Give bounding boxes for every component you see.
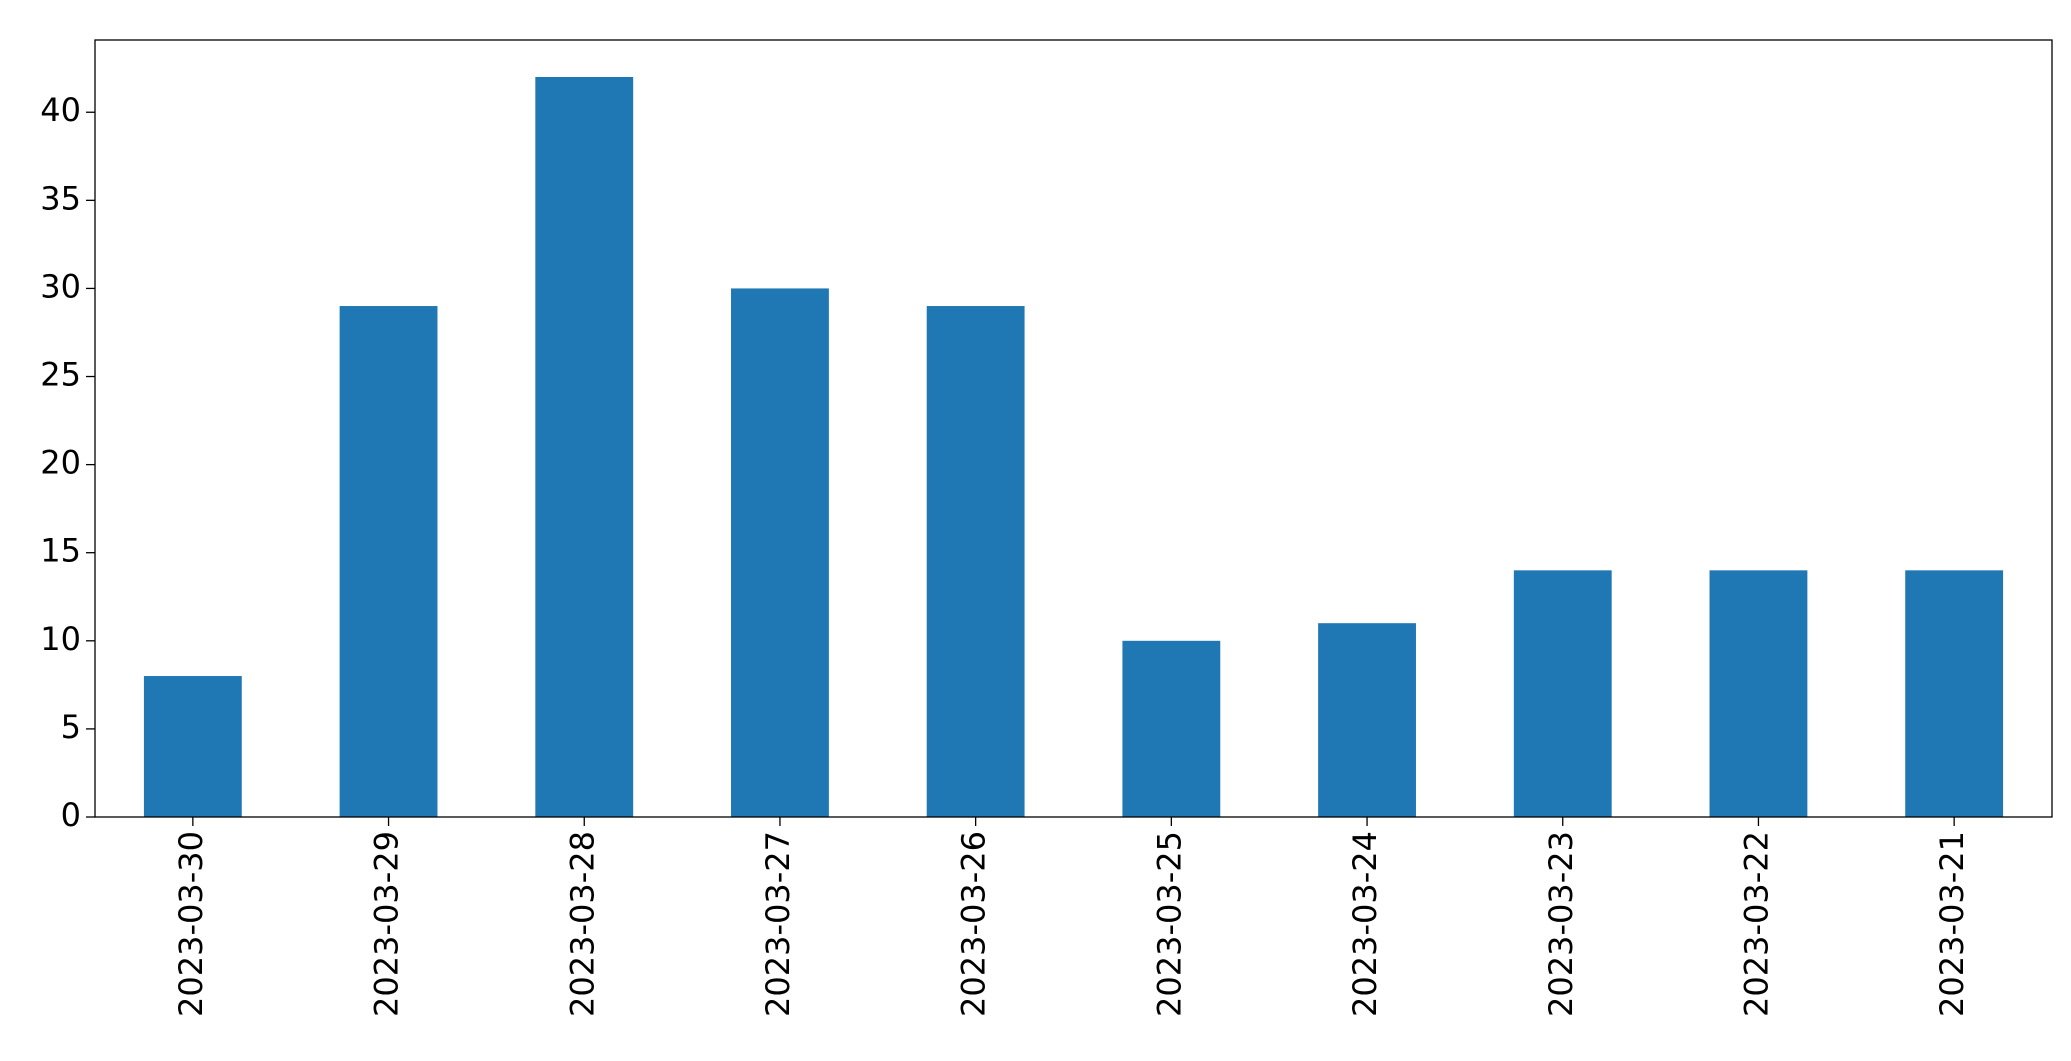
bar bbox=[1122, 640, 1221, 817]
bar bbox=[1513, 570, 1612, 817]
bar bbox=[926, 306, 1025, 817]
x-tick-label: 2023-03-23 bbox=[1542, 831, 1580, 1017]
y-tick-label: 5 bbox=[61, 708, 81, 746]
x-tick-label: 2023-03-21 bbox=[1933, 831, 1971, 1017]
y-tick-label: 35 bbox=[40, 179, 81, 217]
x-tick-label: 2023-03-24 bbox=[1346, 831, 1384, 1017]
bar bbox=[1318, 623, 1416, 817]
y-tick-label: 40 bbox=[40, 91, 81, 129]
bar bbox=[1905, 570, 2004, 817]
y-tick-label: 15 bbox=[40, 532, 81, 570]
x-tick-label: 2023-03-27 bbox=[759, 831, 797, 1017]
bar bbox=[143, 676, 242, 817]
y-tick-label: 0 bbox=[61, 796, 81, 834]
plot-frame bbox=[94, 39, 2053, 818]
y-tick-label: 20 bbox=[40, 444, 81, 482]
bar bbox=[535, 77, 634, 817]
x-tick-label: 2023-03-29 bbox=[368, 831, 406, 1017]
bar bbox=[731, 288, 829, 817]
bar bbox=[339, 306, 438, 817]
y-tick-label: 30 bbox=[40, 267, 81, 305]
x-tick-label: 2023-03-28 bbox=[563, 831, 601, 1017]
bar bbox=[1709, 570, 1808, 817]
y-tick-label: 25 bbox=[40, 356, 81, 394]
x-tick-label: 2023-03-26 bbox=[955, 831, 993, 1017]
x-tick-label: 2023-03-25 bbox=[1150, 831, 1188, 1017]
x-tick-label: 2023-03-22 bbox=[1737, 831, 1775, 1017]
x-tick-label: 2023-03-30 bbox=[172, 831, 210, 1017]
y-tick-label: 10 bbox=[40, 620, 81, 658]
